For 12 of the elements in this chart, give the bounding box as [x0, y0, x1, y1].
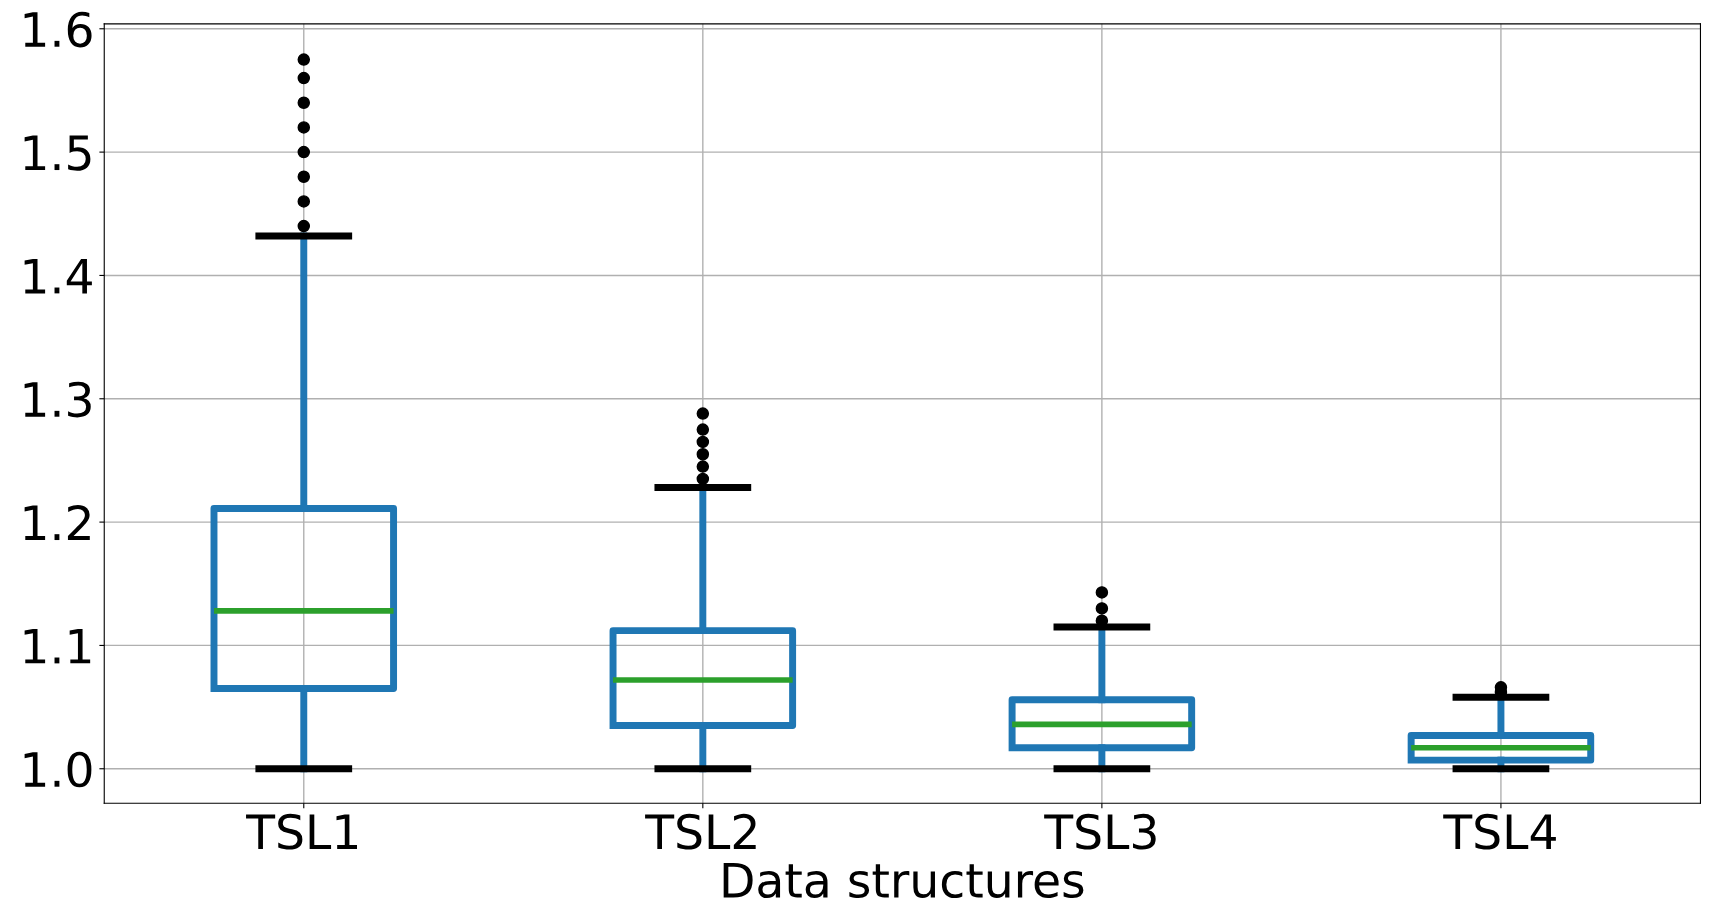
y-tick-label: 1.3: [24, 381, 91, 418]
x-tick-label: TSL4: [1443, 813, 1556, 850]
y-tick-label: 1.1: [24, 628, 91, 664]
y-tick-label: 1.2: [24, 504, 90, 541]
x-tick-label: TSL2: [645, 813, 756, 850]
y-tick-label: 1.5: [24, 135, 91, 171]
y-tick-label: 1.4: [24, 258, 92, 294]
x-tick-label: TSL3: [1044, 813, 1156, 850]
x-tick-label: TSL1: [246, 813, 357, 850]
y-tick-label: 1.6: [24, 11, 92, 48]
x-axis-title: Data structures: [723, 862, 1084, 899]
y-tick-label: 1.0: [24, 751, 92, 788]
